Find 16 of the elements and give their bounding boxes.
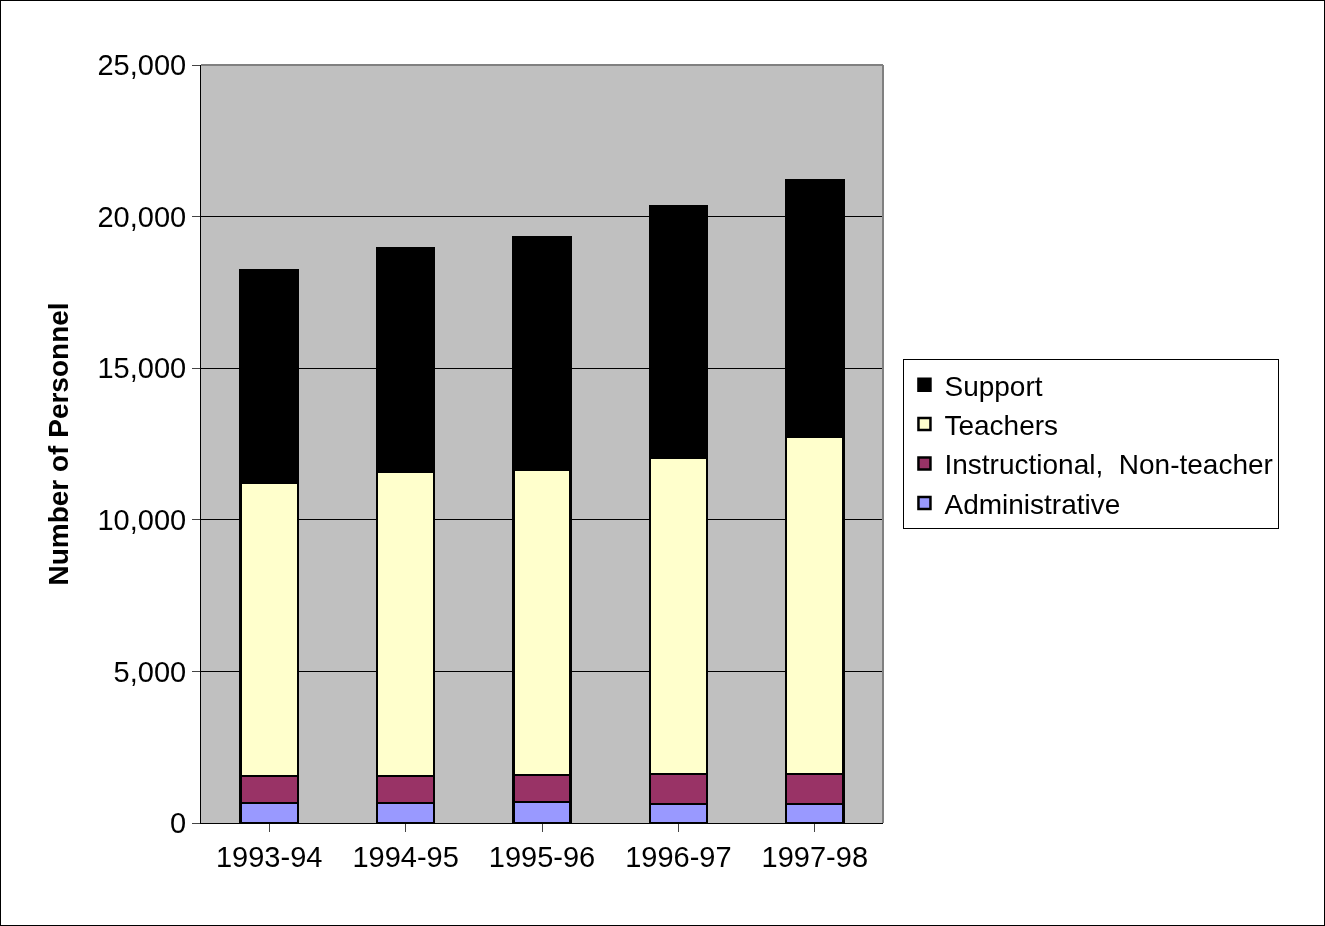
y-tick-label: 25,000: [97, 49, 187, 82]
legend-label: Support: [944, 370, 1043, 402]
y-tick-label: 15,000: [97, 352, 187, 385]
x-tick-label: 1997-98: [761, 840, 869, 873]
y-tick-label: 0: [170, 807, 187, 840]
y-tick-label: 10,000: [97, 503, 187, 536]
y-axis-title: Number of Personnel: [43, 302, 75, 586]
x-tick-label: 1994-95: [352, 840, 459, 873]
legend-label: Instructional, Non-teacher: [944, 449, 1273, 481]
legend-label: Administrative: [944, 488, 1121, 520]
y-tick-label: 20,000: [97, 200, 187, 233]
y-tick-label: 5,000: [113, 655, 187, 688]
x-tick-label: 1995-96: [488, 840, 596, 873]
legend-label: Teachers: [944, 410, 1059, 442]
x-tick-label: 1993-94: [215, 840, 323, 873]
x-tick-label: 1996-97: [625, 840, 732, 873]
